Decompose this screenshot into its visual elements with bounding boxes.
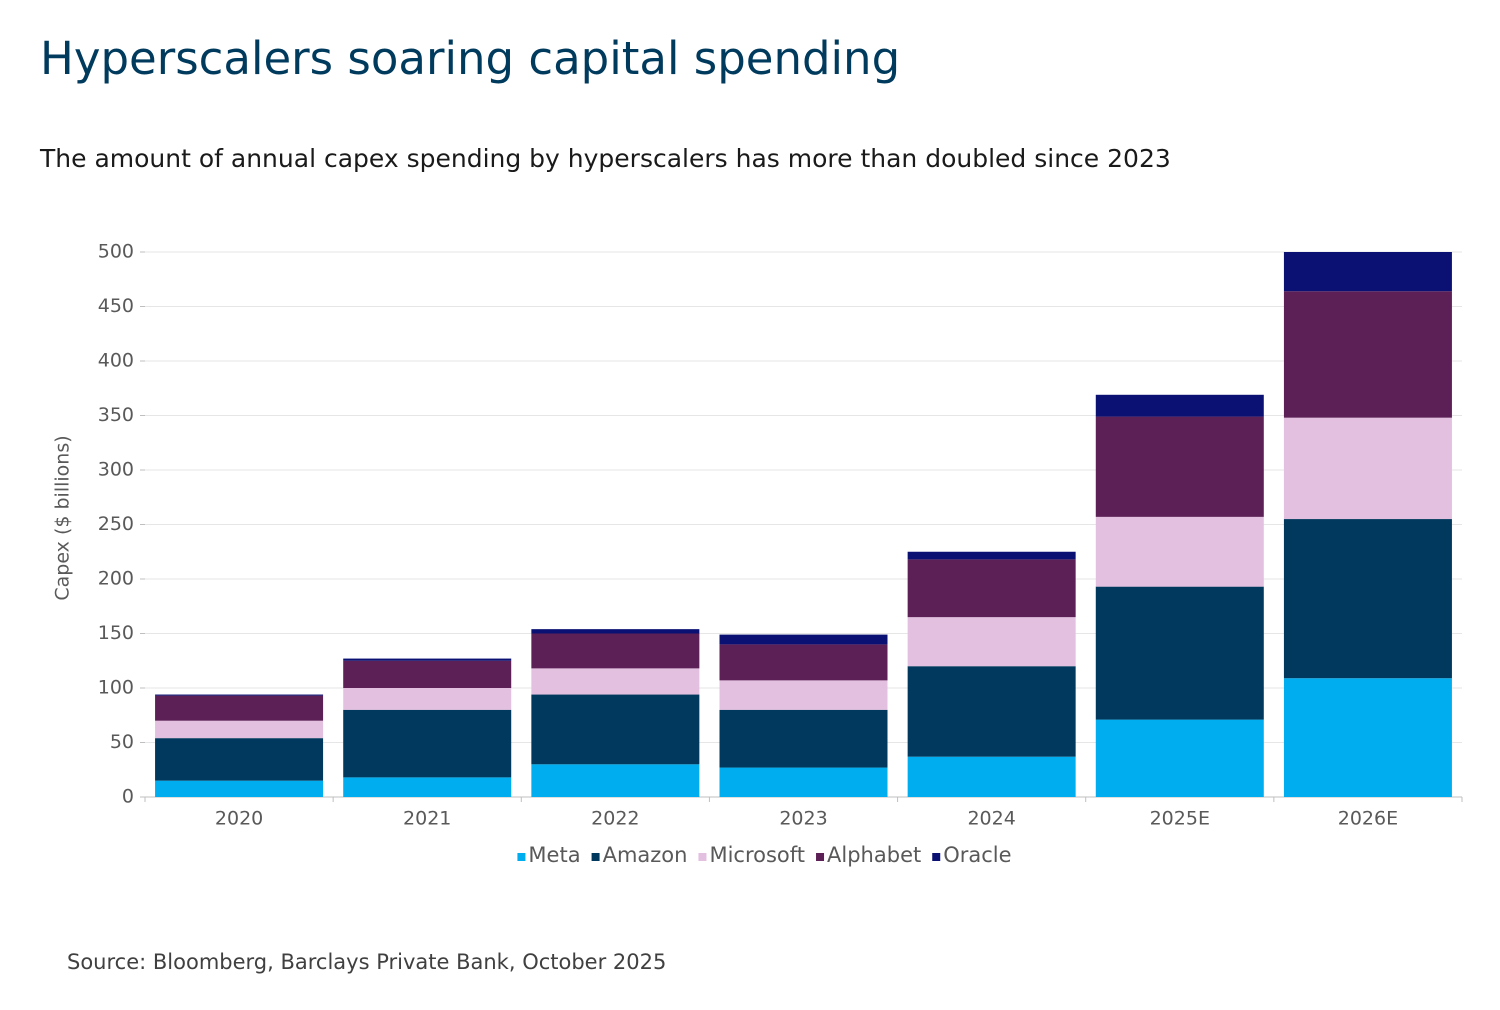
y-tick-label: 450 [98, 295, 134, 317]
legend-swatch [816, 853, 825, 861]
bar-segment [343, 658, 512, 661]
bar-segment [1283, 678, 1452, 797]
bar-segment [1283, 291, 1452, 418]
bar-segment [1095, 719, 1264, 797]
bar-segment [155, 780, 324, 797]
legend-label: Oracle [943, 843, 1011, 867]
bar-segment [1095, 416, 1264, 517]
legend-swatch [932, 853, 941, 861]
y-axis-label: Capex ($ billions) [52, 435, 74, 600]
bar-segment [719, 680, 888, 710]
y-tick-label: 200 [98, 568, 134, 590]
bar-segment [531, 633, 700, 669]
bar-segment [907, 666, 1076, 757]
x-tick-label: 2021 [403, 808, 451, 830]
bar-segment [719, 644, 888, 681]
bar-segment [343, 688, 512, 710]
bar-segment [1283, 252, 1452, 292]
y-tick-label: 500 [98, 241, 134, 263]
y-tick-label: 250 [98, 513, 134, 535]
bar-segment [343, 777, 512, 797]
legend-swatch [698, 853, 707, 861]
bar-segment [1095, 394, 1264, 417]
bar-segment [719, 634, 888, 645]
bar-segment [155, 694, 324, 696]
bar-segment [1095, 586, 1264, 720]
y-tick-label: 0 [122, 786, 134, 808]
chart-subtitle: The amount of annual capex spending by h… [39, 144, 1171, 173]
legend-label: Alphabet [827, 843, 921, 867]
x-tick-label: 2024 [967, 808, 1015, 830]
bar-segment [531, 764, 700, 797]
bar-segment [531, 694, 700, 765]
y-tick-label: 50 [110, 731, 134, 753]
y-tick-label: 400 [98, 350, 134, 372]
x-tick-label: 2022 [591, 808, 639, 830]
legend-label: Meta [528, 843, 580, 867]
bar-segment [155, 695, 324, 721]
bar-segment [907, 559, 1076, 618]
bar-segment [907, 551, 1076, 560]
bar-segment [1283, 519, 1452, 679]
legend-swatch [517, 853, 526, 861]
bar-segment [531, 629, 700, 634]
bar-segment [1095, 516, 1264, 587]
chart-title: Hyperscalers soaring capital spending [40, 32, 900, 85]
y-tick-label: 150 [98, 622, 134, 644]
x-tick-label: 2023 [779, 808, 827, 830]
bar-segment [907, 617, 1076, 667]
bar-segment [155, 738, 324, 781]
bar-segment [907, 756, 1076, 797]
x-tick-label: 2026E [1338, 808, 1398, 830]
x-tick-label: 2025E [1150, 808, 1210, 830]
source-note: Source: Bloomberg, Barclays Private Bank… [67, 950, 666, 974]
bar-segment [531, 668, 700, 695]
bar-segment [719, 767, 888, 797]
y-tick-label: 100 [98, 677, 134, 699]
bar-segment [1283, 417, 1452, 520]
bar-segment [719, 709, 888, 768]
legend-label: Amazon [603, 843, 688, 867]
bar-segment [343, 709, 512, 778]
bar-segment [343, 660, 512, 688]
y-tick-label: 350 [98, 404, 134, 426]
legend-swatch [591, 853, 600, 861]
x-tick-label: 2020 [215, 808, 263, 830]
legend-label: Microsoft [709, 843, 805, 867]
y-tick-label: 300 [98, 459, 134, 481]
bar-segment [155, 720, 324, 739]
